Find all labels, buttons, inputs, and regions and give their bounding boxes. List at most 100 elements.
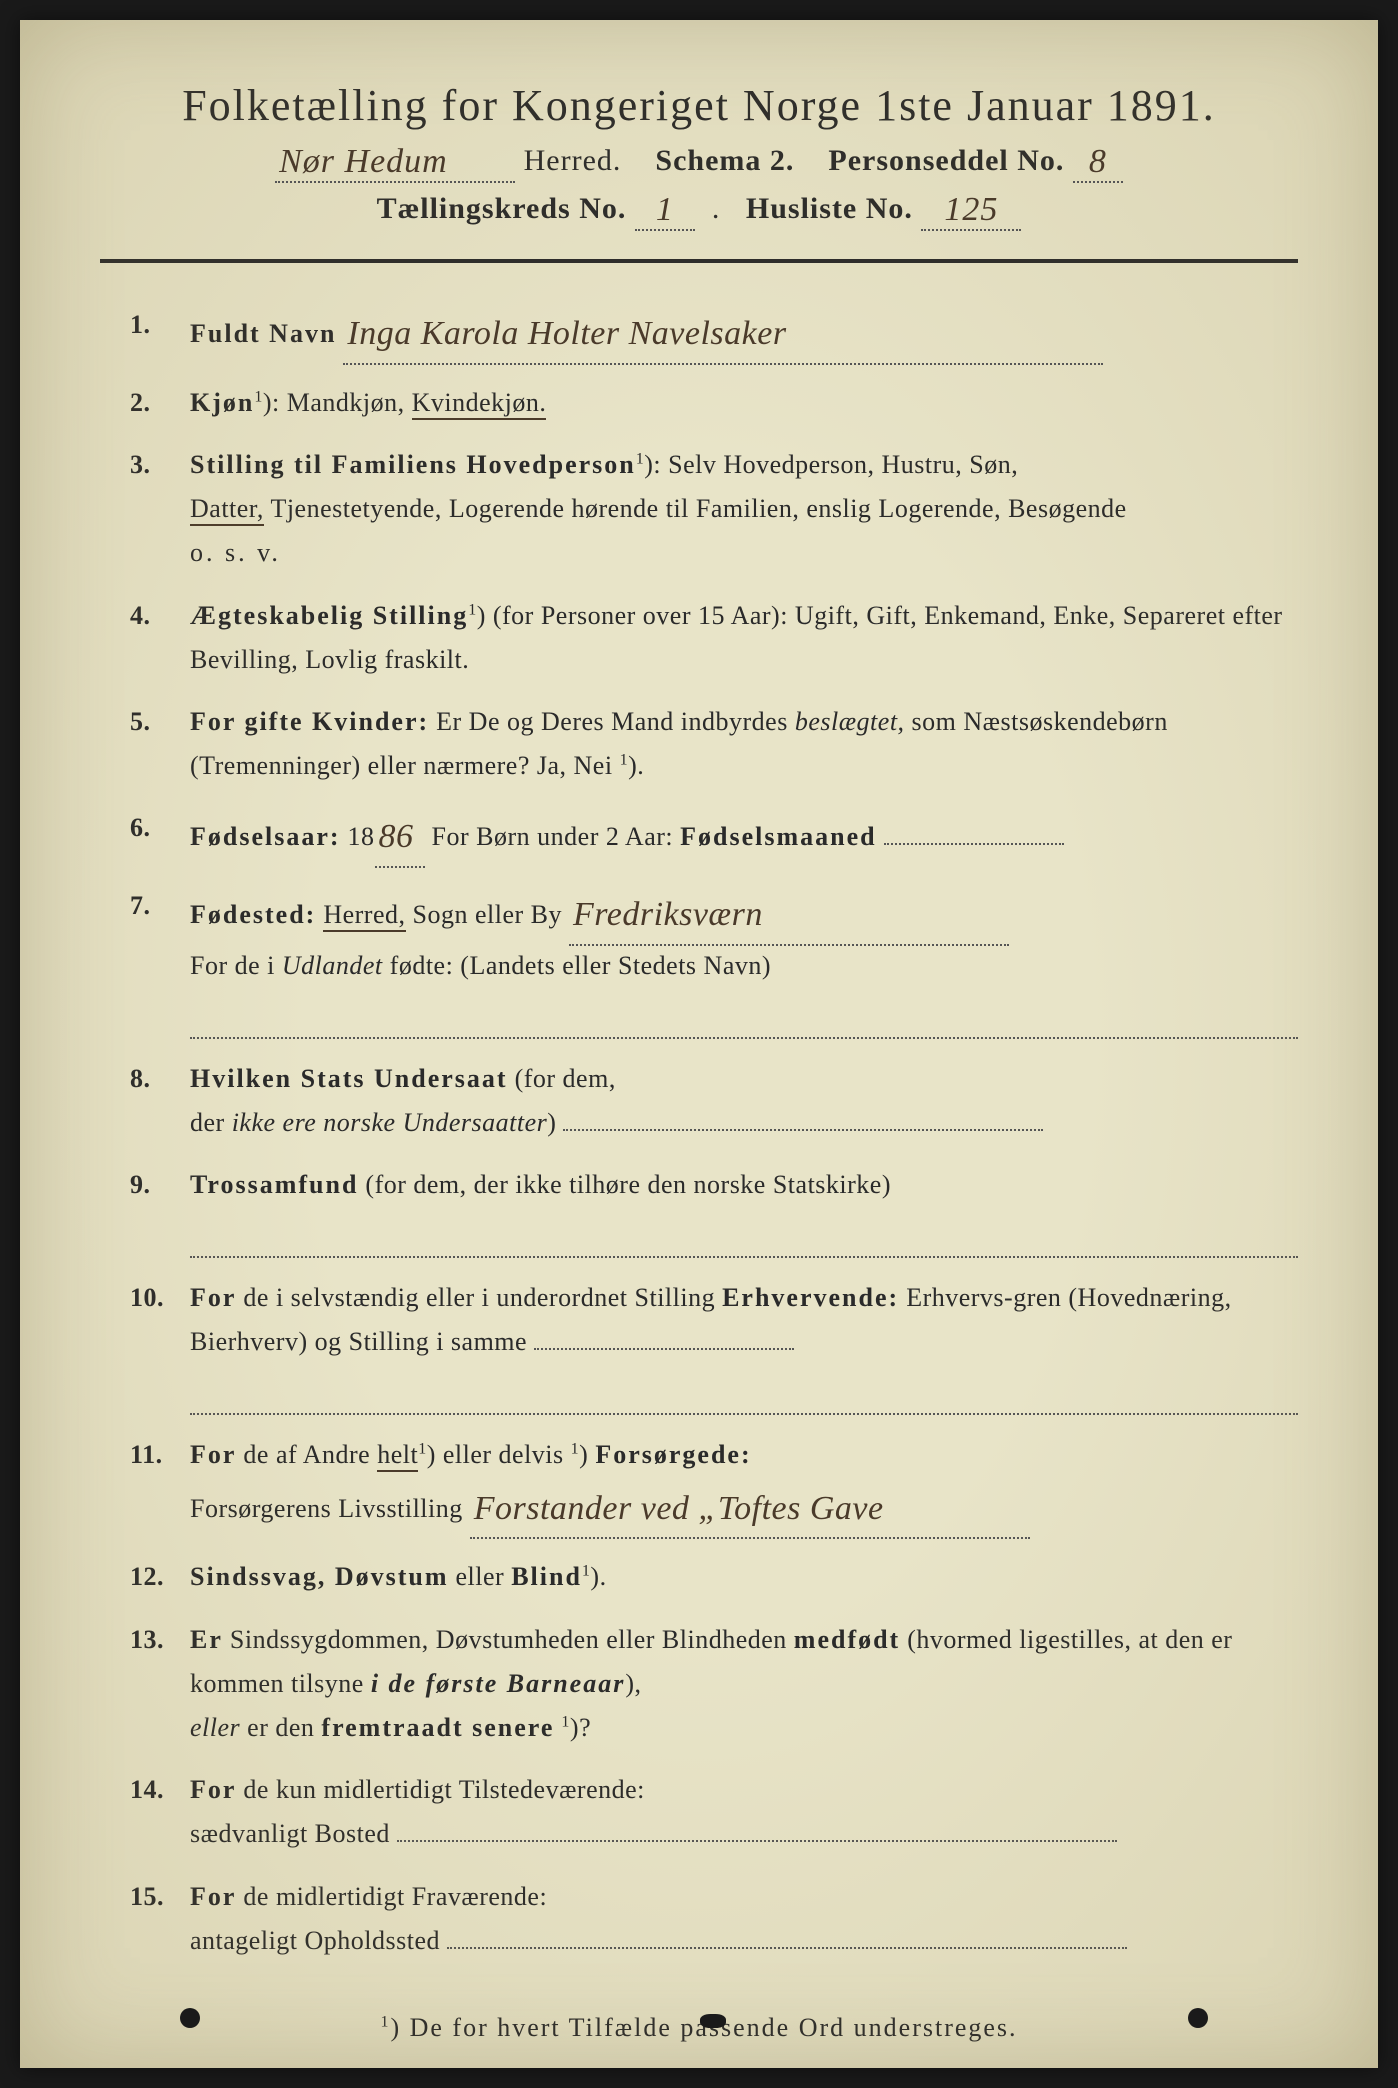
sup: 1 <box>418 1441 427 1458</box>
item-label: For <box>190 1775 236 1804</box>
item-text: o. s. v. <box>190 538 281 567</box>
item-num: 11. <box>130 1433 190 1537</box>
item-num: 6. <box>130 806 190 866</box>
husliste-no: 125 <box>921 191 1021 231</box>
blank-line <box>190 992 1298 1039</box>
item-label: For <box>190 1882 236 1911</box>
item-text: ) <box>547 1108 556 1137</box>
item-text: ), <box>625 1669 641 1698</box>
item-num: 4. <box>130 594 190 682</box>
item-text: de midlertidigt Fraværende: <box>236 1882 547 1911</box>
item-num: 5. <box>130 700 190 788</box>
item-text: (for dem, <box>508 1064 616 1093</box>
italic-text: i de første Barneaar <box>371 1669 626 1698</box>
item-text: Forsørgerens Livsstilling <box>190 1494 463 1523</box>
underlined-value: Kvindekjøn. <box>412 388 547 420</box>
item-label: For gifte Kvinder: <box>190 707 429 736</box>
item-5: 5. For gifte Kvinder: Er De og Deres Man… <box>130 700 1298 788</box>
item-label: Fødested: <box>190 900 316 929</box>
item-num: 12. <box>130 1555 190 1599</box>
item-text: Sindssygdommen, Døvstumheden eller Blind… <box>223 1625 794 1654</box>
blank-field <box>563 1129 1043 1131</box>
sup: 1 <box>254 388 263 405</box>
item-label3: fremtraadt senere <box>321 1713 554 1742</box>
page-title: Folketælling for Kongeriget Norge 1ste J… <box>100 80 1298 131</box>
item-label2: Forsørgede: <box>595 1440 751 1469</box>
item-num: 7. <box>130 884 190 1039</box>
provider-hand: Forstander ved „Toftes Gave <box>470 1480 1030 1540</box>
item-label: Kjøn <box>190 388 254 417</box>
year-prefix: 18 <box>348 822 375 851</box>
item-text: eller <box>449 1562 512 1591</box>
item-num: 8. <box>130 1057 190 1145</box>
item-num: 10. <box>130 1276 190 1415</box>
item-12: 12. Sindssvag, Døvstum eller Blind1). <box>130 1555 1298 1599</box>
sup: 1 <box>380 2013 390 2030</box>
item-num: 2. <box>130 381 190 425</box>
item-label: Fuldt Navn <box>190 319 336 348</box>
header-line-1: Nør Hedum Herred. Schema 2. Personseddel… <box>100 141 1298 181</box>
header-line-2: Tællingskreds No. 1 . Husliste No. 125 <box>100 189 1298 229</box>
item-num: 13. <box>130 1618 190 1751</box>
item-2: 2. Kjøn1): Mandkjøn, Kvindekjøn. <box>130 381 1298 425</box>
item-text: Tjenestetyende, Logerende hørende til Fa… <box>264 494 1127 523</box>
item-11: 11. For de af Andre helt1) eller delvis … <box>130 1433 1298 1537</box>
item-text: der <box>190 1108 232 1137</box>
item-label2: Fødselsmaaned <box>680 822 876 851</box>
personseddel-label: Personseddel No. <box>828 144 1064 177</box>
herred-handwritten: Nør Hedum <box>275 143 515 183</box>
sup: 1 <box>468 601 477 618</box>
item-num: 9. <box>130 1163 190 1258</box>
sup: 1 <box>636 450 645 467</box>
item-text: ) <box>579 1440 595 1469</box>
item-text: )? <box>570 1713 591 1742</box>
sup: 1 <box>571 1441 580 1458</box>
item-10: 10. For de i selvstændig eller i underor… <box>130 1276 1298 1415</box>
herred-label: Herred. <box>524 144 622 177</box>
blank-field <box>884 843 1064 845</box>
punch-hole-icon <box>1188 2008 1208 2028</box>
item-label: Stilling til Familiens Hovedperson <box>190 450 636 479</box>
underlined-value: helt <box>377 1440 418 1472</box>
item-text: antageligt Opholdssted <box>190 1926 440 1955</box>
item-text: de kun midlertidigt Tilstedeværende: <box>236 1775 644 1804</box>
item-15: 15. For de midlertidigt Fraværende: anta… <box>130 1875 1298 1963</box>
item-label: Sindssvag, Døvstum <box>190 1562 449 1591</box>
item-text: ): Mandkjøn, <box>263 388 412 417</box>
item-label: Fødselsaar: <box>190 822 341 851</box>
name-handwritten: Inga Karola Holter Navelsaker <box>343 305 1103 365</box>
item-num: 15. <box>130 1875 190 1963</box>
blank-line <box>190 1211 1298 1258</box>
item-13: 13. Er Sindssygdommen, Døvstumheden elle… <box>130 1618 1298 1751</box>
item-text: (for dem, der ikke tilhøre den norske St… <box>358 1170 891 1199</box>
item-4: 4. Ægteskabelig Stilling1) (for Personer… <box>130 594 1298 682</box>
header-divider <box>100 259 1298 263</box>
kreds-label: Tællingskreds No. <box>377 192 627 225</box>
item-label: Hvilken Stats Undersaat <box>190 1064 508 1093</box>
item-9: 9. Trossamfund (for dem, der ikke tilhør… <box>130 1163 1298 1258</box>
item-text: ). <box>628 751 644 780</box>
item-label: For <box>190 1283 236 1312</box>
item-text: er den <box>240 1713 321 1742</box>
sup: 1 <box>561 1713 570 1730</box>
italic-text: beslægtet, <box>795 707 905 736</box>
item-label2: medfødt <box>794 1625 900 1654</box>
item-label: Ægteskabelig Stilling <box>190 601 468 630</box>
kreds-no: 1 <box>635 191 695 231</box>
item-text: For de i <box>190 951 282 980</box>
year-hand: 86 <box>375 808 425 868</box>
item-num: 3. <box>130 443 190 576</box>
item-text: ) eller delvis <box>427 1440 571 1469</box>
item-text: de af Andre <box>236 1440 377 1469</box>
husliste-label: Husliste No. <box>746 192 913 225</box>
italic-text: Udlandet <box>282 951 383 980</box>
item-8: 8. Hvilken Stats Undersaat (for dem, der… <box>130 1057 1298 1145</box>
item-text: sædvanligt Bosted <box>190 1819 390 1848</box>
item-14: 14. For de kun midlertidigt Tilstedevære… <box>130 1768 1298 1856</box>
underlined-value: Datter, <box>190 494 264 526</box>
item-num: 14. <box>130 1768 190 1856</box>
birthplace-hand: Fredriksværn <box>569 886 1009 946</box>
sup: 1 <box>620 751 629 768</box>
item-7: 7. Fødested: Herred, Sogn eller By Fredr… <box>130 884 1298 1039</box>
italic-text: eller <box>190 1713 240 1742</box>
